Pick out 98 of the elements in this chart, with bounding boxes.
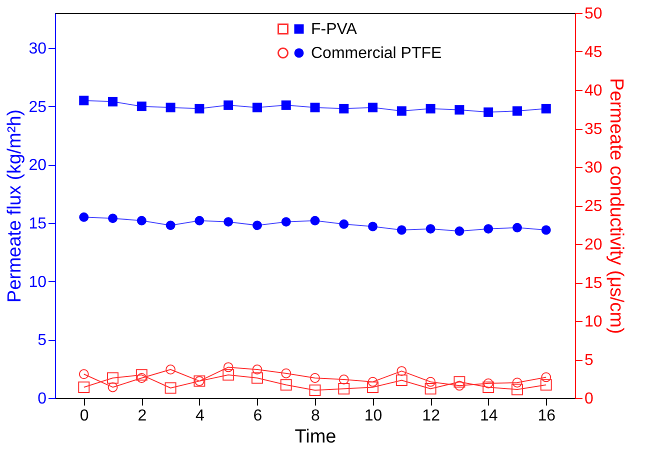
point [511, 384, 523, 396]
point [164, 382, 176, 394]
point [512, 222, 522, 232]
point [368, 222, 378, 232]
point [482, 381, 494, 393]
point [540, 379, 552, 391]
y2-tick-label: 10 [584, 314, 602, 330]
y-tick-label: 20 [28, 157, 47, 174]
point [454, 105, 464, 115]
point [310, 102, 320, 112]
x-tick-label: 0 [80, 408, 89, 424]
point [251, 372, 263, 384]
x-tick-label: 16 [538, 408, 556, 424]
point [310, 216, 320, 226]
point [454, 226, 464, 236]
point [79, 212, 89, 222]
point [108, 382, 118, 392]
y-tick-label: 0 [38, 390, 47, 408]
x-tick-label: 14 [480, 408, 498, 424]
point [108, 214, 118, 224]
point [454, 380, 464, 391]
y2-tick-label: 0 [584, 390, 594, 408]
point [252, 102, 262, 112]
x-tick-label: 10 [364, 408, 382, 424]
point [252, 364, 262, 374]
x-tick-label: 12 [422, 408, 440, 424]
x-tick-label: 6 [253, 408, 262, 424]
point [166, 364, 176, 374]
point [136, 102, 146, 112]
x-tick-label: 8 [311, 408, 320, 424]
y-tick-label: 5 [38, 332, 47, 350]
point [339, 104, 349, 114]
point [194, 216, 204, 226]
x-tick-label: 4 [195, 408, 204, 424]
point [78, 381, 90, 393]
point [310, 373, 320, 383]
y-axis-title: Permeate flux (kg/m²h) [4, 109, 26, 303]
point [396, 366, 407, 376]
point [396, 106, 406, 116]
legend-label: F-PVA [311, 21, 358, 38]
y2-tick-label: 45 [584, 44, 602, 61]
point [424, 383, 436, 395]
point [484, 224, 494, 234]
point [512, 106, 522, 116]
point [367, 381, 379, 393]
y2-tick-label: 40 [584, 82, 602, 100]
y2-tick-label: 20 [584, 236, 602, 254]
y-tick-label: 10 [28, 274, 47, 291]
point [396, 225, 406, 235]
point [281, 217, 291, 227]
point [108, 96, 118, 106]
point [484, 107, 494, 117]
y2-tick-label: 35 [584, 121, 602, 138]
point [454, 376, 466, 388]
point [426, 224, 436, 234]
point [136, 373, 147, 383]
point [338, 383, 350, 395]
y-tick-label: 25 [28, 98, 47, 116]
point [280, 379, 292, 391]
point [223, 362, 234, 372]
point [166, 102, 176, 112]
point [224, 217, 234, 227]
point [222, 369, 234, 381]
point [107, 372, 119, 384]
point [166, 220, 176, 230]
point [368, 376, 378, 387]
point [194, 104, 204, 114]
point [426, 376, 436, 387]
point [541, 372, 552, 382]
point [136, 369, 148, 381]
point [281, 368, 292, 378]
point [79, 96, 89, 106]
y2-tick-label: 5 [584, 352, 594, 369]
y-tick-label: 30 [28, 40, 47, 58]
legend-label: Commercial PTFE [311, 45, 442, 62]
point [396, 374, 408, 386]
y2-tick-label: 50 [584, 6, 602, 22]
y2-tick-label: 15 [584, 275, 602, 292]
point [368, 102, 378, 112]
point [512, 378, 522, 388]
point [309, 384, 321, 396]
y2-tick-label: 30 [584, 160, 602, 176]
point [339, 219, 349, 229]
point [78, 369, 89, 380]
point [426, 104, 436, 114]
point [224, 100, 234, 110]
point [338, 374, 349, 384]
point [252, 220, 262, 230]
point [281, 100, 291, 110]
point [541, 225, 551, 235]
point [483, 378, 494, 388]
x-tick-label: 2 [138, 408, 147, 424]
y2-tick-label: 25 [584, 198, 602, 215]
x-axis-title: Time [294, 426, 336, 448]
point [541, 104, 551, 114]
y-tick-label: 15 [28, 216, 47, 232]
point [136, 216, 146, 226]
y2-axis-title: Permeate conductivity (μs/cm) [605, 78, 626, 334]
